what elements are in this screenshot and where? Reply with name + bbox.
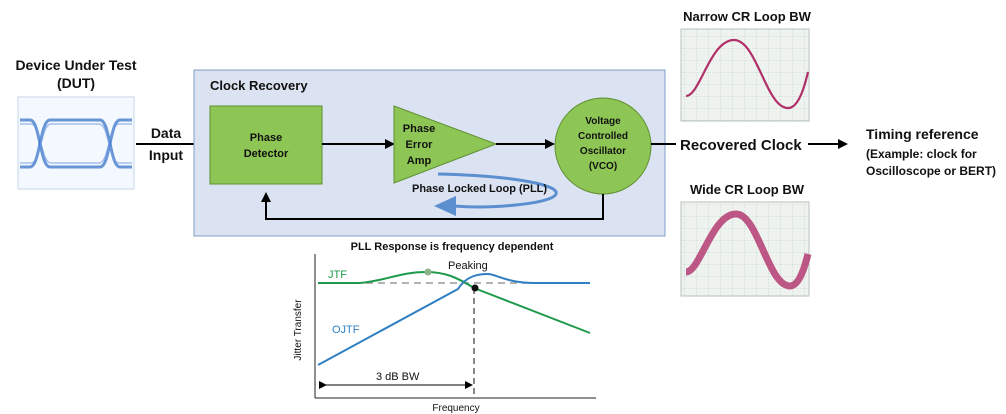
peaking-label: Peaking bbox=[448, 260, 488, 272]
data-input-label-1: Data bbox=[151, 125, 182, 141]
timing-reference-line3: Oscilloscope or BERT) bbox=[866, 164, 996, 178]
jtf-label: JTF bbox=[328, 269, 347, 281]
amp-label-2: Error bbox=[406, 139, 434, 151]
recovered-clock-label: Recovered Clock bbox=[680, 137, 802, 154]
pll-loop-arrow bbox=[434, 172, 558, 216]
phase-detector-label-1: Phase bbox=[250, 132, 282, 144]
vco-label-3: Oscillator bbox=[580, 146, 626, 157]
timing-reference-line2: (Example: clock for bbox=[866, 147, 977, 161]
dut-eye-diagram bbox=[17, 96, 135, 190]
bw-label: 3 dB BW bbox=[376, 371, 420, 383]
ojtf-label: OJTF bbox=[332, 324, 360, 336]
feedback-loop-arrow bbox=[261, 192, 604, 220]
amp-label-1: Phase bbox=[403, 123, 435, 135]
vco-label-2: Controlled bbox=[578, 131, 628, 142]
amp-label-3: Amp bbox=[407, 155, 432, 167]
narrow-bw-title: Narrow CR Loop BW bbox=[683, 9, 812, 24]
pll-label: Phase Locked Loop (PLL) bbox=[412, 183, 547, 195]
dut-subtitle: (DUT) bbox=[57, 75, 95, 91]
clock-recovery-title: Clock Recovery bbox=[210, 78, 308, 93]
phase-detector-label-2: Detector bbox=[244, 148, 289, 160]
phase-error-amp-block bbox=[393, 105, 498, 184]
pll-response-plot bbox=[314, 254, 596, 399]
data-input-label-2: Input bbox=[149, 147, 184, 163]
wide-bw-title: Wide CR Loop BW bbox=[690, 182, 805, 197]
jitter-transfer-axis-label: Jitter Transfer bbox=[293, 299, 304, 361]
vco-label-1: Voltage bbox=[585, 116, 621, 127]
frequency-axis-label: Frequency bbox=[432, 403, 479, 414]
vco-label-4: (VCO) bbox=[589, 161, 617, 172]
timing-reference-title: Timing reference bbox=[866, 126, 979, 142]
narrow-bw-scope bbox=[680, 28, 810, 122]
dut-title: Device Under Test bbox=[15, 57, 136, 73]
phase-detector-block bbox=[209, 105, 323, 185]
wide-bw-scope bbox=[680, 201, 812, 297]
pll-response-title: PLL Response is frequency dependent bbox=[351, 241, 554, 253]
